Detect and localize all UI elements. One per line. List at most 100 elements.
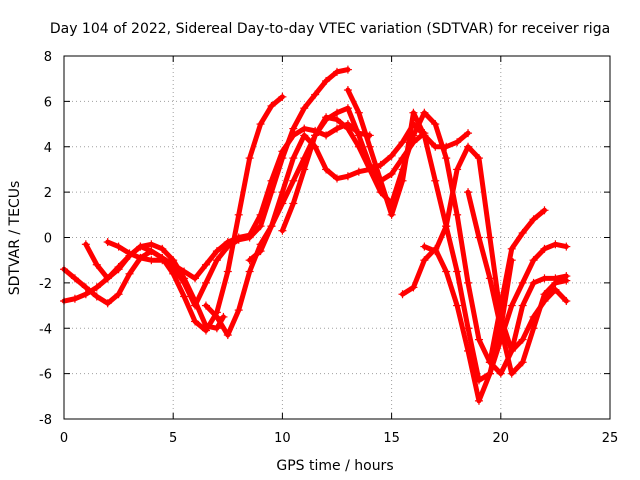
data-point [551, 278, 560, 287]
data-point [540, 274, 549, 283]
data-point [201, 278, 210, 287]
data-traces [60, 65, 571, 405]
data-point [191, 317, 200, 326]
data-point [245, 267, 254, 276]
data-point [562, 297, 571, 306]
y-tick-label: 0 [44, 232, 52, 247]
data-point [81, 240, 90, 249]
data-point [322, 165, 331, 174]
data-point [191, 274, 200, 283]
data-point [278, 226, 287, 235]
data-point [267, 188, 276, 197]
data-point [180, 278, 189, 287]
data-point [92, 292, 101, 301]
data-point [289, 154, 298, 163]
data-point [322, 113, 331, 122]
data-point [300, 131, 309, 140]
data-point [70, 294, 79, 303]
data-point [464, 188, 473, 197]
data-point [518, 278, 527, 287]
data-point [354, 108, 363, 117]
data-point [398, 290, 407, 299]
x-tick-label: 20 [493, 431, 510, 446]
data-point [387, 151, 396, 160]
series-trace-11 [465, 189, 569, 377]
data-point [114, 265, 123, 274]
data-point [289, 199, 298, 208]
data-point [365, 165, 374, 174]
data-point [540, 244, 549, 253]
data-point [474, 335, 483, 344]
data-point [464, 346, 473, 355]
data-point [464, 142, 473, 151]
data-point [70, 274, 79, 283]
y-tick-label: 2 [44, 186, 52, 201]
data-point [256, 120, 265, 129]
data-point [453, 301, 462, 310]
data-point [464, 278, 473, 287]
data-point [496, 301, 505, 310]
data-point [343, 65, 352, 74]
data-point [398, 176, 407, 185]
y-tick-label: -6 [39, 368, 52, 383]
data-point [278, 188, 287, 197]
data-point [540, 290, 549, 299]
x-tick-label: 25 [602, 431, 619, 446]
data-point [431, 176, 440, 185]
data-point [507, 369, 516, 378]
data-point [92, 260, 101, 269]
data-point [180, 267, 189, 276]
data-point [343, 172, 352, 181]
data-point [212, 324, 221, 333]
data-point [114, 290, 123, 299]
data-point [529, 278, 538, 287]
data-point [289, 176, 298, 185]
data-point [201, 301, 210, 310]
data-point [169, 262, 178, 271]
data-point [343, 104, 352, 113]
y-tick-label: 6 [44, 95, 52, 110]
x-tick-label: 15 [383, 431, 400, 446]
data-point [234, 210, 243, 219]
data-point [485, 233, 494, 242]
data-point [147, 247, 156, 256]
data-point [212, 312, 221, 321]
data-point [125, 249, 134, 258]
data-point [387, 169, 396, 178]
data-point [300, 104, 309, 113]
data-point [311, 131, 320, 140]
data-point [147, 256, 156, 265]
data-point [158, 256, 167, 265]
data-point [442, 154, 451, 163]
data-point [92, 283, 101, 292]
data-point [354, 167, 363, 176]
data-point [223, 267, 232, 276]
data-point [442, 267, 451, 276]
data-point [398, 138, 407, 147]
data-point [322, 76, 331, 85]
data-point [300, 124, 309, 133]
data-point [180, 292, 189, 301]
data-point [409, 283, 418, 292]
data-point [485, 369, 494, 378]
data-point [103, 299, 112, 308]
data-point [234, 235, 243, 244]
data-point [343, 86, 352, 95]
data-point [311, 90, 320, 99]
y-tick-label: 8 [44, 50, 52, 65]
data-point [81, 290, 90, 299]
x-tick-label: 10 [274, 431, 291, 446]
data-point [453, 165, 462, 174]
data-point [201, 321, 210, 330]
data-point [529, 256, 538, 265]
data-point [518, 301, 527, 310]
data-point [256, 222, 265, 231]
data-point [485, 274, 494, 283]
data-point [453, 138, 462, 147]
data-point [267, 101, 276, 110]
data-point [485, 358, 494, 367]
data-point [464, 324, 473, 333]
y-tick-label: -8 [39, 413, 52, 428]
data-point [333, 67, 341, 76]
